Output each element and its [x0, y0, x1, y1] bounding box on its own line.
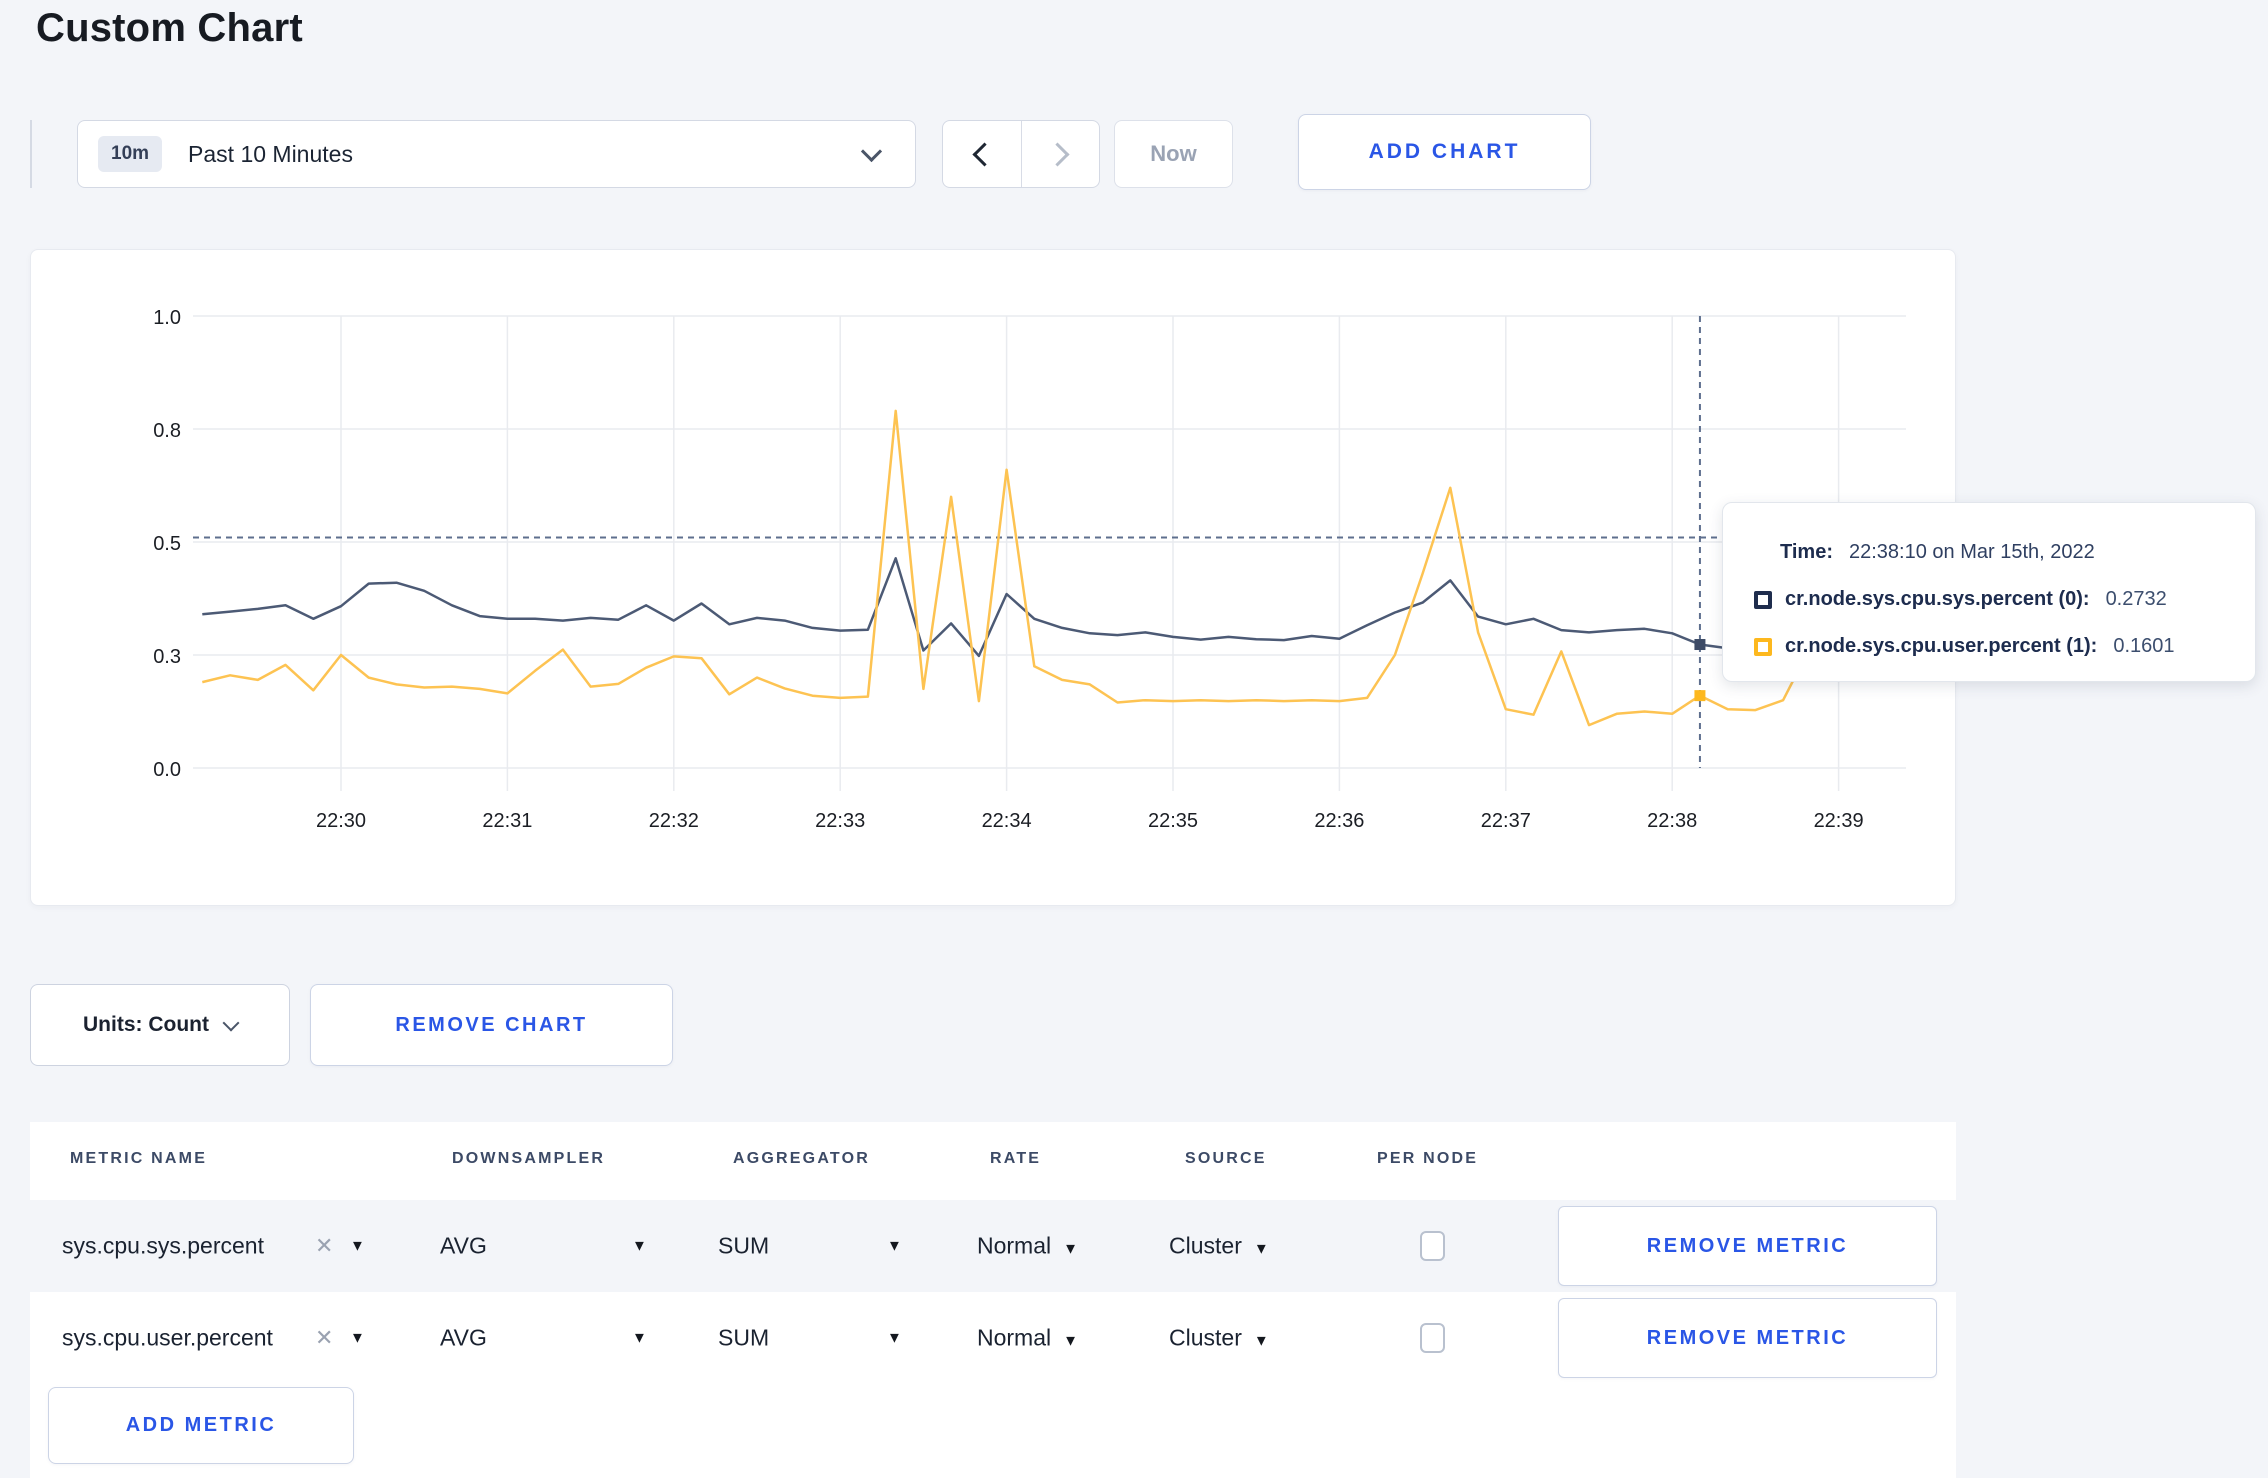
tooltip-user-value: 0.1601	[2113, 635, 2175, 657]
time-pager	[942, 120, 1100, 188]
series-swatch-sys-icon	[1754, 590, 1772, 609]
metric-name-value[interactable]: sys.cpu.user.percent	[62, 1324, 273, 1351]
remove-metric-x-icon[interactable]: ✕	[315, 1233, 334, 1258]
svg-text:22:32: 22:32	[649, 810, 699, 832]
svg-text:0.0: 0.0	[153, 759, 181, 781]
downsampler-select[interactable]: AVG	[440, 1232, 487, 1259]
metric-name-value[interactable]: sys.cpu.sys.percent	[62, 1232, 264, 1259]
col-header-rate: RATE	[990, 1150, 1042, 1167]
svg-text:22:33: 22:33	[815, 810, 865, 832]
units-selector[interactable]: Units: Count	[30, 984, 290, 1066]
svg-text:22:35: 22:35	[1148, 810, 1198, 832]
svg-text:22:36: 22:36	[1314, 810, 1364, 832]
source-value: Cluster	[1169, 1232, 1242, 1259]
time-window-badge: 10m	[98, 136, 163, 172]
timeseries-chart[interactable]: 0.0 0.3 0.5 0.8 1.0 22:30 22:31 22:32 22:33 22:34…	[31, 250, 1957, 907]
metric-row: sys.cpu.sys.percent ✕ ▼ AVG ▼ SUM ▼ Norm…	[30, 1200, 1956, 1292]
col-header-per-node: PER NODE	[1377, 1150, 1479, 1167]
remove-metric-button[interactable]: REMOVE METRIC	[1558, 1298, 1937, 1378]
chevron-right-icon	[1045, 141, 1070, 167]
units-label: Units: Count	[83, 1013, 209, 1036]
col-header-source: SOURCE	[1185, 1150, 1267, 1167]
downsampler-caret-icon[interactable]: ▼	[632, 1329, 647, 1347]
tooltip-series-row: cr.node.sys.cpu.sys.percent (0): 0.2732	[1754, 576, 2255, 623]
rate-caret-icon: ▼	[1063, 1332, 1078, 1350]
source-caret-icon: ▼	[1253, 1240, 1269, 1258]
chart-card: 0.0 0.3 0.5 0.8 1.0 22:30 22:31 22:32 22:33 22:34…	[30, 249, 1956, 906]
series-swatch-user-icon	[1754, 637, 1772, 656]
aggregator-select[interactable]: SUM	[718, 1232, 770, 1259]
source-select[interactable]: Cluster ▼	[1169, 1233, 1269, 1260]
remove-metric-button[interactable]: REMOVE METRIC	[1558, 1206, 1937, 1286]
remove-chart-button[interactable]: REMOVE CHART	[310, 984, 673, 1066]
tooltip-sys-label: cr.node.sys.cpu.sys.percent (0):	[1785, 588, 2090, 610]
prev-time-button[interactable]	[943, 121, 1021, 187]
tooltip-sys-value: 0.2732	[2105, 588, 2167, 610]
time-window-label: Past 10 Minutes	[188, 140, 353, 167]
page-title: Custom Chart	[36, 6, 303, 50]
rate-select[interactable]: Normal ▼	[977, 1325, 1078, 1352]
svg-text:0.3: 0.3	[153, 646, 181, 668]
rate-caret-icon: ▼	[1063, 1240, 1078, 1258]
svg-text:22:31: 22:31	[482, 810, 532, 832]
tooltip-time-row: Time: 22:38:10 on Mar 15th, 2022	[1754, 529, 2255, 576]
rate-value: Normal	[977, 1324, 1052, 1351]
source-caret-icon: ▼	[1253, 1332, 1269, 1350]
next-time-button[interactable]	[1020, 121, 1100, 187]
time-window-selector[interactable]: 10m Past 10 Minutes	[77, 120, 916, 188]
svg-text:1.0: 1.0	[153, 307, 181, 329]
remove-metric-x-icon[interactable]: ✕	[315, 1325, 334, 1350]
aggregator-caret-icon[interactable]: ▼	[887, 1237, 902, 1255]
svg-text:22:30: 22:30	[316, 810, 366, 832]
svg-text:22:38: 22:38	[1647, 810, 1697, 832]
source-value: Cluster	[1169, 1324, 1242, 1351]
svg-text:0.8: 0.8	[153, 420, 181, 442]
per-node-checkbox[interactable]	[1420, 1323, 1445, 1353]
col-header-metric-name: METRIC NAME	[70, 1150, 208, 1167]
chart-tooltip: Time: 22:38:10 on Mar 15th, 2022 cr.node…	[1722, 502, 2256, 682]
col-header-aggregator: AGGREGATOR	[733, 1150, 870, 1167]
downsampler-caret-icon[interactable]: ▼	[632, 1237, 647, 1255]
svg-text:22:37: 22:37	[1481, 810, 1531, 832]
metric-name-caret-icon[interactable]: ▼	[350, 1237, 365, 1255]
chevron-down-icon	[860, 140, 883, 162]
metrics-table-header: METRIC NAME DOWNSAMPLER AGGREGATOR RATE …	[30, 1122, 1956, 1200]
col-header-downsampler: DOWNSAMPLER	[452, 1150, 606, 1167]
aggregator-caret-icon[interactable]: ▼	[887, 1329, 902, 1347]
svg-text:0.5: 0.5	[153, 533, 181, 555]
svg-text:22:34: 22:34	[982, 810, 1032, 832]
tooltip-time-label: Time:	[1780, 541, 1833, 563]
metrics-table: METRIC NAME DOWNSAMPLER AGGREGATOR RATE …	[30, 1122, 1956, 1478]
source-select[interactable]: Cluster ▼	[1169, 1325, 1269, 1352]
rate-select[interactable]: Normal ▼	[977, 1233, 1078, 1260]
downsampler-select[interactable]: AVG	[440, 1324, 487, 1351]
add-metric-button[interactable]: ADD METRIC	[48, 1387, 354, 1464]
per-node-checkbox[interactable]	[1420, 1231, 1445, 1261]
svg-text:22:39: 22:39	[1814, 810, 1864, 832]
tooltip-series-row: cr.node.sys.cpu.user.percent (1): 0.1601	[1754, 623, 2255, 670]
metric-row: sys.cpu.user.percent ✕ ▼ AVG ▼ SUM ▼ Nor…	[30, 1292, 1956, 1384]
toolbar-divider	[30, 120, 32, 188]
tooltip-user-label: cr.node.sys.cpu.user.percent (1):	[1785, 635, 2098, 657]
chevron-down-icon	[222, 1014, 240, 1032]
tooltip-time-value: 22:38:10 on Mar 15th, 2022	[1848, 541, 2095, 563]
add-chart-button[interactable]: ADD CHART	[1298, 114, 1591, 190]
chevron-left-icon	[972, 141, 997, 167]
metric-name-caret-icon[interactable]: ▼	[350, 1329, 365, 1347]
aggregator-select[interactable]: SUM	[718, 1324, 770, 1351]
rate-value: Normal	[977, 1232, 1052, 1259]
now-button[interactable]: Now	[1114, 120, 1233, 188]
